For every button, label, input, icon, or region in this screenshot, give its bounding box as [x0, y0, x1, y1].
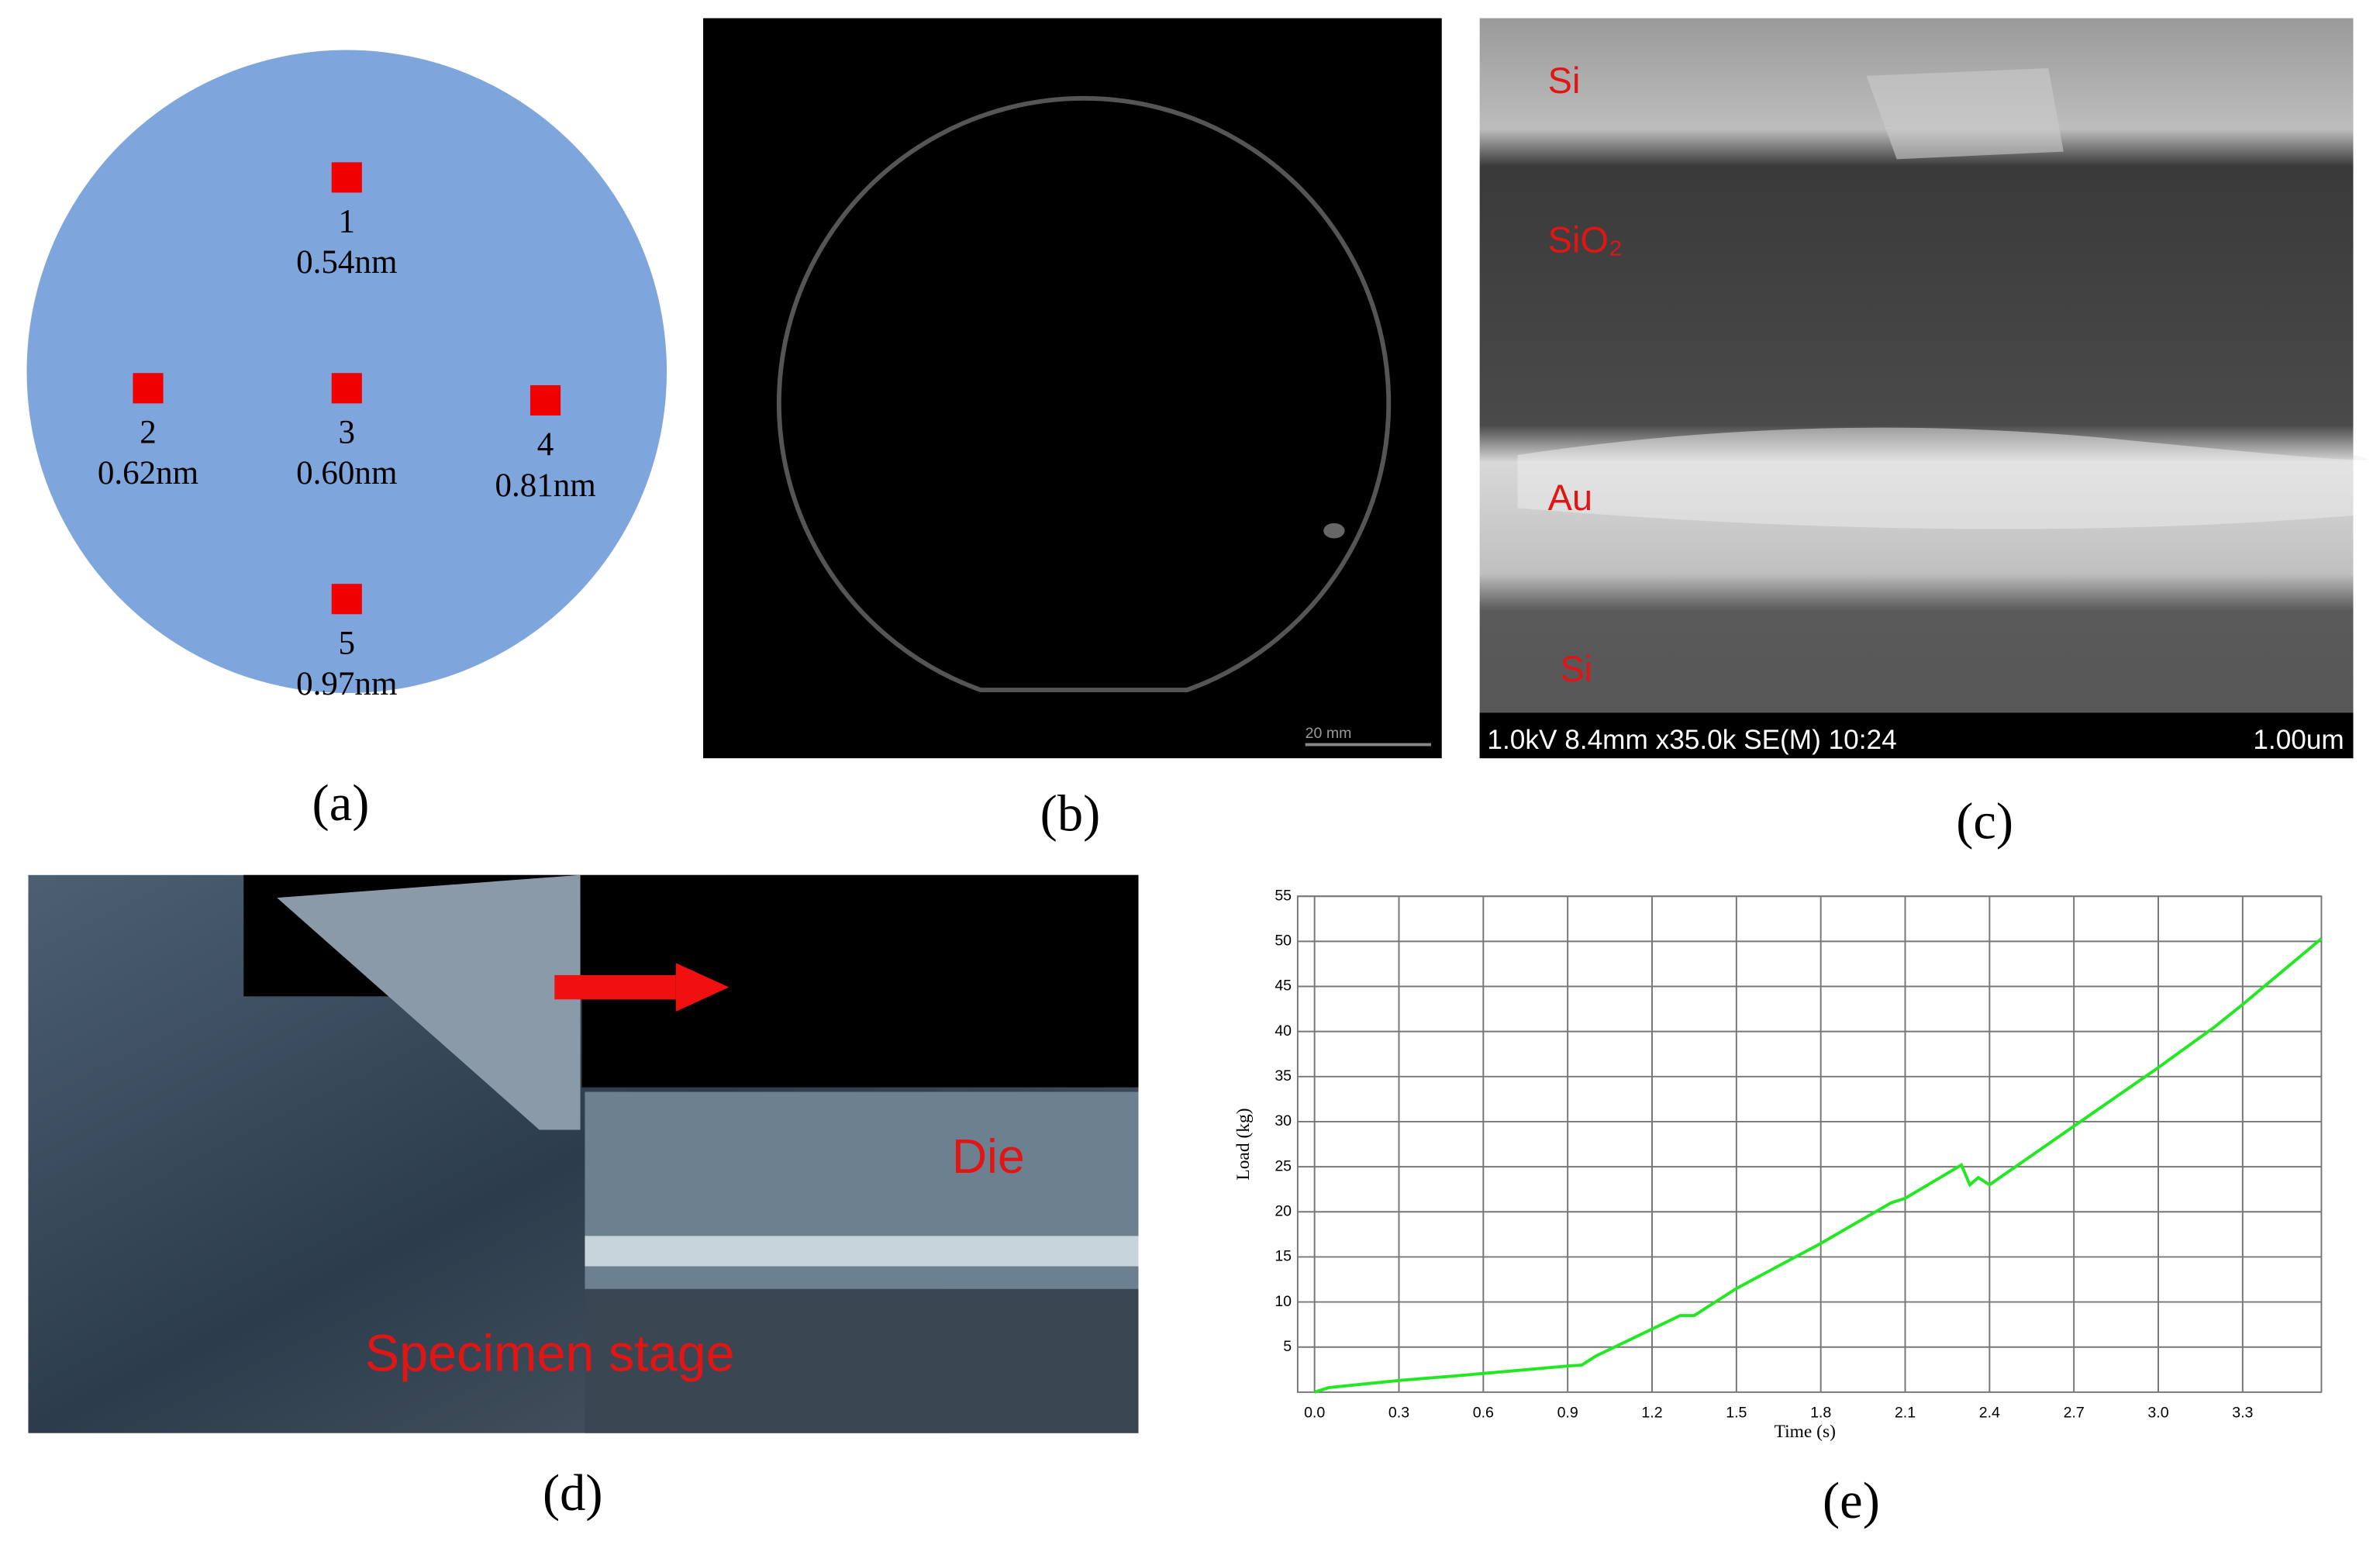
y-axis-label: Load (kg)	[1233, 1108, 1254, 1180]
x-tick-label: 3.3	[2232, 1404, 2253, 1421]
caption: (a)	[312, 775, 370, 832]
x-tick-label: 1.2	[1641, 1404, 1662, 1421]
panel-d: Die Specimen stage (d)	[28, 874, 1139, 1522]
x-tick-label: 0.9	[1557, 1404, 1578, 1421]
marker	[530, 384, 561, 416]
x-tick-label: 3.0	[2147, 1404, 2168, 1421]
x-axis-label: Time (s)	[1775, 1422, 1836, 1442]
scale-label: 1.00um	[2253, 725, 2344, 755]
marker	[331, 162, 362, 193]
info-bar	[1479, 712, 2354, 759]
caption: (d)	[543, 1465, 603, 1522]
label: Specimen stage	[365, 1325, 735, 1382]
plot-area	[1296, 895, 2323, 1393]
point-label: 4	[537, 426, 554, 463]
layer-label: Si	[1548, 60, 1581, 101]
point-label: 2	[140, 414, 157, 450]
y-tick-label: 50	[1275, 933, 1292, 950]
texture	[1517, 427, 2368, 529]
panel-c: Si SiO₂ Au Si 1.0kV 8.4mm x35.0k SE(M) 1…	[1479, 18, 2368, 850]
layer-label: SiO₂	[1548, 219, 1623, 260]
tool	[277, 874, 581, 1130]
texture	[1866, 68, 2064, 160]
spot	[1323, 522, 1345, 539]
arrow	[675, 963, 730, 1012]
wafer-outline	[776, 95, 1392, 693]
y-tick-label: 25	[1275, 1157, 1292, 1174]
panel-e: (e) 5 10 15 20 25 30 35 40 45 50 55 0.0 0.3 0.6 0.9 1.2…	[1233, 887, 2323, 1529]
scale-label: 20 mm	[1306, 725, 1352, 742]
panel-a: 1 0.54nm 2 0.62nm 3 0.60nm 4 0.81nm 5 0.97nm (a)	[26, 50, 667, 832]
point-label: 5	[339, 625, 356, 661]
x-tick-label: 2.4	[1979, 1404, 2000, 1421]
arrow	[554, 974, 676, 1000]
info-text: 1.0kV 8.4mm x35.0k SE(M) 10:24	[1487, 725, 1896, 755]
image	[703, 18, 1442, 759]
caption: (c)	[1956, 793, 2013, 850]
y-tick-label: 55	[1275, 887, 1292, 904]
y-tick-label: 30	[1275, 1112, 1292, 1129]
x-tick-label: 0.0	[1304, 1404, 1325, 1421]
y-tick-label: 10	[1275, 1293, 1292, 1310]
caption: (e)	[1823, 1473, 1880, 1529]
point-value: 0.60nm	[296, 455, 397, 491]
point-value: 0.62nm	[98, 455, 198, 491]
x-tick-label: 2.7	[2064, 1404, 2085, 1421]
line	[1314, 937, 2323, 1394]
y-tick-label: 20	[1275, 1202, 1292, 1219]
point-value: 0.81nm	[495, 467, 595, 504]
label: Die	[952, 1129, 1025, 1184]
stage	[585, 1288, 1139, 1433]
wafer	[26, 50, 667, 694]
points: 1 0.54nm 2 0.62nm 3 0.60nm 4 0.81nm 5 0.97nm	[98, 162, 596, 702]
point-value: 0.54nm	[296, 244, 397, 281]
point-label: 3	[339, 414, 356, 450]
x-tick-label: 1.8	[1810, 1404, 1831, 1421]
x-tick-label: 2.1	[1895, 1404, 1916, 1421]
layer-label: Au	[1548, 477, 1592, 518]
y-tick-label: 45	[1275, 978, 1292, 995]
marker	[331, 584, 362, 615]
marker	[331, 373, 362, 404]
point-label: 1	[339, 203, 356, 240]
point-value: 0.97nm	[296, 666, 397, 702]
x-tick-label: 0.3	[1388, 1404, 1409, 1421]
panel-b: 20 mm (b)	[703, 18, 1442, 843]
y-tick-label: 15	[1275, 1248, 1292, 1265]
x-tick-label: 1.5	[1726, 1404, 1747, 1421]
y-tick-label: 5	[1283, 1338, 1292, 1355]
y-tick-label: 35	[1275, 1067, 1292, 1084]
die-edge	[585, 1236, 1139, 1267]
caption: (b)	[1040, 786, 1101, 843]
y-tick-label: 40	[1275, 1022, 1292, 1040]
x-tick-label: 0.6	[1473, 1404, 1494, 1421]
marker	[133, 373, 164, 404]
layer-label: Si	[1560, 648, 1592, 689]
